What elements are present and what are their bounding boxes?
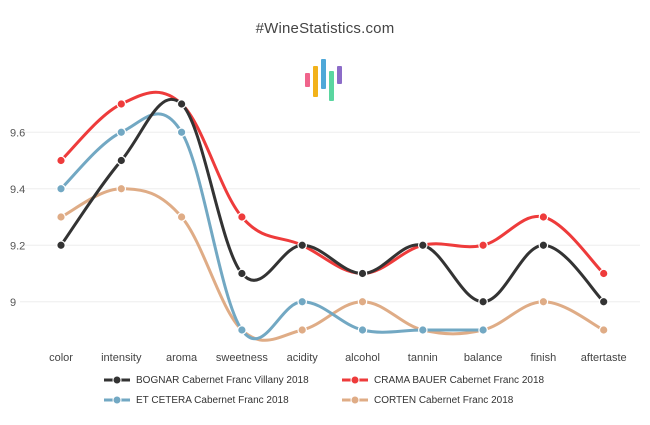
data-point [297,325,307,335]
y-tick-label: 9.4 [10,184,25,196]
legend-label: CORTEN Cabernet Franc 2018 [374,394,514,406]
series-line [59,187,606,342]
legend: BOGNAR Cabernet Franc Villany 2018 CRAMA… [0,370,650,410]
legend-swatch [104,375,130,385]
data-point [598,268,609,279]
legend-swatch [342,375,368,385]
legend-swatch [342,395,368,405]
y-tick-label: 9 [10,297,16,309]
data-point [297,296,307,307]
legend-item[interactable]: CRAMA BAUER Cabernet Franc 2018 [340,375,544,386]
x-tick-label: intensity [101,352,142,364]
logo-bar [305,73,310,87]
data-point [176,99,187,109]
data-point [176,212,187,222]
y-tick-label: 9.2 [10,240,25,252]
legend-marker [112,375,122,385]
data-point [598,296,609,307]
x-tick-label: alcohol [345,352,380,364]
data-point [237,325,247,335]
y-tick-label: 9.6 [10,127,25,139]
data-point [116,155,127,166]
x-tick-label: tannin [408,352,438,364]
data-point [478,296,488,307]
data-point [357,325,368,335]
logo-bar [321,59,326,89]
data-point [357,296,368,307]
logo-bar [337,66,342,84]
data-point [116,99,127,109]
data-point [538,212,549,222]
x-tick-label: acidity [287,352,319,364]
data-point [56,240,66,251]
data-point [116,183,127,194]
legend-marker [350,395,360,405]
x-tick-label: sweetness [216,352,268,364]
data-point [297,240,307,251]
legend-item[interactable]: BOGNAR Cabernet Franc Villany 2018 [102,375,332,386]
legend-label: BOGNAR Cabernet Franc Villany 2018 [136,374,309,386]
line-chart: 9 9.2 9.4 9.6 color intensity aroma sweetness ac… [10,90,640,364]
legend-label: ET CETERA Cabernet Franc 2018 [136,394,289,406]
wine-statistics-logo [305,59,342,101]
legend-swatch [104,395,130,405]
legend-marker [350,375,360,385]
data-point [237,212,247,222]
data-point [538,296,549,307]
series-line [59,97,606,304]
series-line [59,90,606,275]
data-point [478,325,488,335]
legend-marker [112,395,122,405]
legend-label: CRAMA BAUER Cabernet Franc 2018 [374,374,545,386]
data-point [176,127,187,138]
series-line [59,112,485,341]
x-tick-label: balance [464,352,503,364]
x-tick-label: finish [531,352,557,364]
data-point [56,155,66,166]
data-point [116,127,127,138]
data-point [56,183,66,194]
data-point [56,212,66,222]
logo-bar [313,66,318,97]
chart-title: #WineStatistics.com [255,20,395,37]
logo-bar [329,71,334,101]
data-point [598,325,609,335]
data-point [357,268,368,279]
data-point [538,240,549,251]
x-tick-label: color [49,352,73,364]
data-point [417,325,428,335]
x-tick-label: aroma [166,352,198,364]
data-point [237,268,247,279]
data-point [417,240,428,251]
legend-item[interactable]: CORTEN Cabernet Franc 2018 [340,395,513,406]
data-point [478,240,488,251]
legend-item[interactable]: ET CETERA Cabernet Franc 2018 [102,395,340,406]
x-tick-label: aftertaste [581,352,627,364]
